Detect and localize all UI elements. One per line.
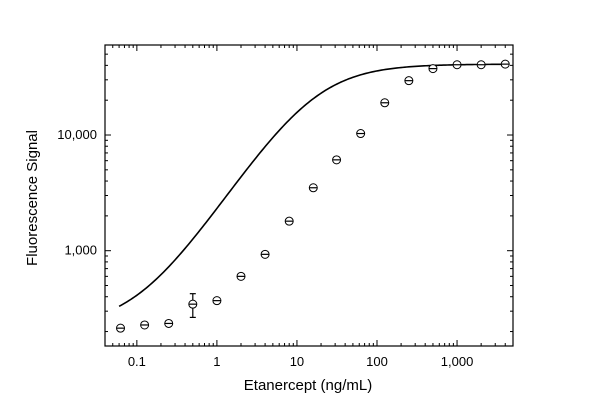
data-series [116, 59, 510, 333]
x-axis-title: Etanercept (ng/mL) [244, 377, 372, 394]
fit-curve [118, 63, 506, 308]
plot-frame [104, 44, 514, 347]
data-point [140, 320, 150, 330]
data-point [116, 323, 126, 333]
data-point [236, 271, 246, 281]
data-point [356, 129, 366, 139]
data-point [380, 98, 390, 108]
y-axis-title: Fluorescence Signal [24, 130, 41, 266]
plot-area [104, 44, 514, 347]
data-point [164, 318, 174, 328]
y-tick-label: 1,000 [64, 243, 97, 258]
x-tick-label: 100 [366, 354, 388, 369]
x-tick-label: 1,000 [441, 354, 474, 369]
data-point [260, 249, 270, 259]
data-point [308, 183, 318, 193]
data-point [332, 155, 342, 165]
data-point [452, 60, 462, 70]
data-point [500, 59, 510, 69]
data-point [404, 76, 414, 86]
data-point [428, 64, 438, 74]
y-axis: 1,000 10,000 [57, 44, 513, 333]
data-point [212, 296, 222, 306]
x-tick-label: 0.1 [128, 354, 146, 369]
x-axis: 0.1 1 10 100 1,000 [104, 45, 514, 369]
x-tick-label: 1 [213, 354, 220, 369]
data-point [188, 293, 198, 319]
data-point [284, 216, 294, 226]
data-point [476, 60, 486, 70]
x-tick-label: 10 [290, 354, 304, 369]
y-tick-label: 10,000 [57, 127, 97, 142]
